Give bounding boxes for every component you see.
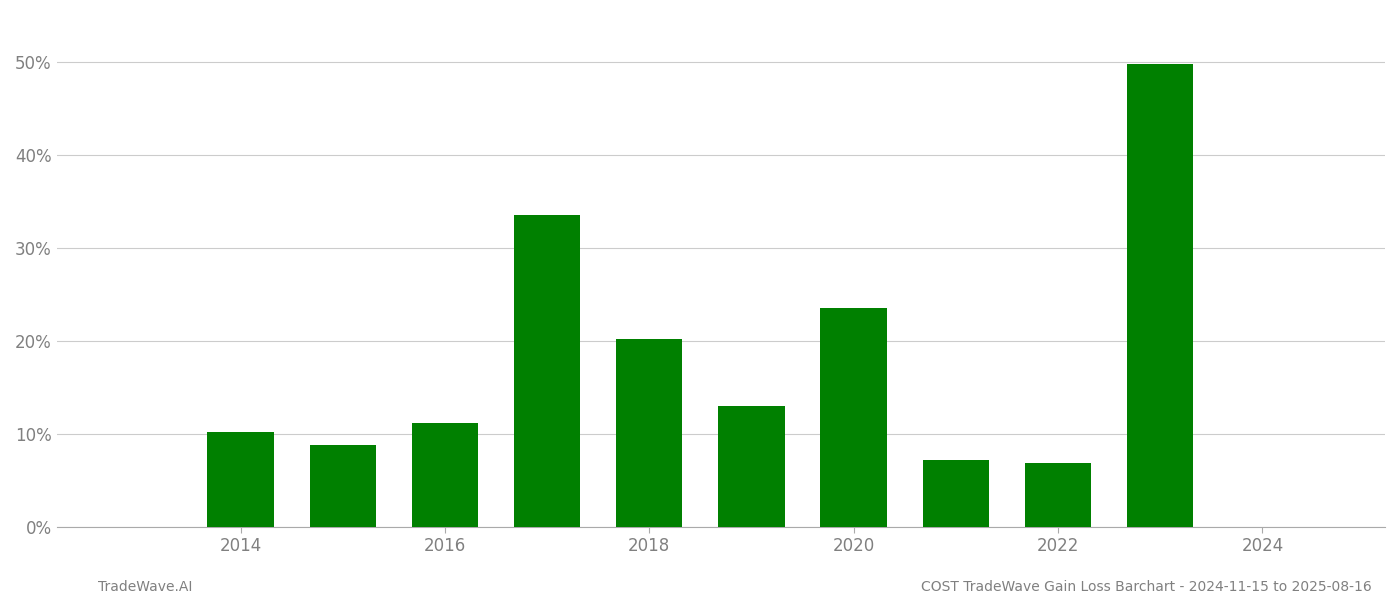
Bar	[1025, 463, 1091, 527]
Bar	[923, 460, 988, 527]
Text: COST TradeWave Gain Loss Barchart - 2024-11-15 to 2025-08-16: COST TradeWave Gain Loss Barchart - 2024…	[921, 580, 1372, 594]
Bar	[412, 424, 479, 527]
Text: TradeWave.AI: TradeWave.AI	[98, 580, 192, 594]
Bar	[309, 445, 377, 527]
Bar	[514, 215, 581, 527]
Bar	[1127, 64, 1193, 527]
Bar	[820, 308, 886, 527]
Bar	[207, 432, 274, 527]
Bar	[616, 338, 682, 527]
Bar	[718, 406, 784, 527]
